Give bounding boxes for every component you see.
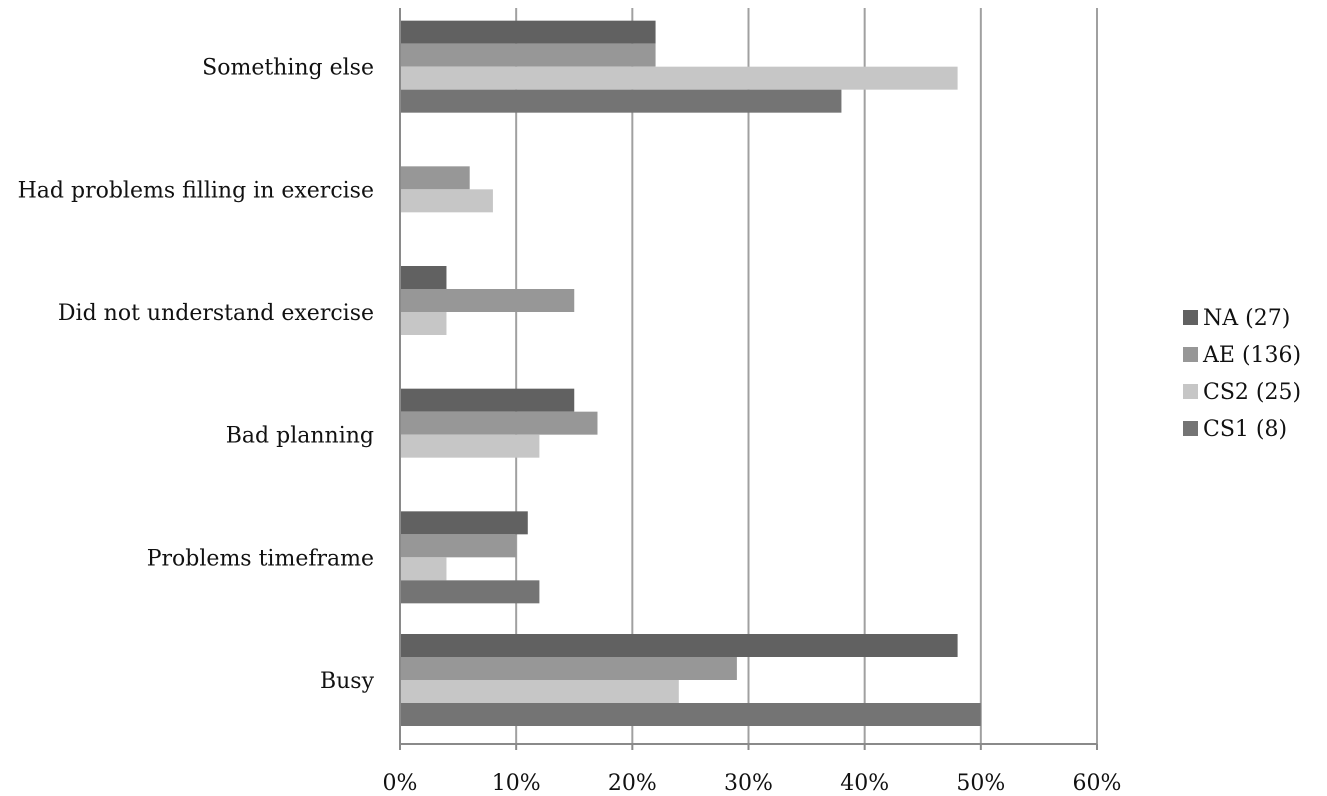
legend-item: CS2 (25) [1183,380,1301,405]
bar [400,634,958,657]
bar [400,89,842,113]
bar [400,312,447,335]
category-label: Did not understand exercise [58,301,374,326]
x-tick-label: 10% [492,771,541,796]
bar [400,534,517,558]
bar [400,657,737,680]
category-label: Problems timeframe [147,546,374,571]
legend-label: CS2 (25) [1203,380,1301,405]
category-label: Busy [320,669,375,694]
x-tick-labels: 0% 10% 20% 30% 40% 50% 60% [383,771,1122,796]
category-labels: Busy Problems timeframe Bad planning Did no… [18,56,375,694]
legend-swatch [1183,310,1198,325]
legend-label: AE (136) [1202,343,1301,368]
bar [400,20,656,44]
bar [400,680,679,703]
bar [400,266,447,289]
x-tick-label: 60% [1073,771,1122,796]
bars [400,20,981,726]
x-tick-label: 30% [724,771,773,796]
axes [399,8,1098,750]
bar [400,703,981,726]
bar [400,580,540,604]
legend-item: CS1 (8) [1183,417,1287,442]
bar [400,166,470,190]
legend-swatch [1183,421,1198,436]
legend-label: NA (27) [1203,306,1290,331]
x-tick-label: 20% [608,771,657,796]
bar [400,411,598,435]
category-label: Had problems filling in exercise [18,178,374,203]
x-tick-label: 40% [840,771,889,796]
bar [400,43,656,67]
legend-swatch [1183,347,1198,362]
legend: NA (27) AE (136) CS2 (25) CS1 (8) [1183,306,1301,442]
bar [400,189,493,213]
legend-item: NA (27) [1183,306,1290,331]
category-label: Bad planning [226,424,374,449]
bar [400,434,540,458]
legend-label: CS1 (8) [1203,417,1287,442]
bar [400,557,447,581]
bar [400,511,528,535]
gridlines [515,8,1098,744]
legend-swatch [1183,384,1198,399]
bar [400,289,575,312]
category-label: Something else [202,56,374,81]
bar [400,388,575,412]
bar [400,66,958,90]
legend-item: AE (136) [1183,343,1301,368]
x-tick-label: 0% [383,771,418,796]
x-tick-label: 50% [956,771,1005,796]
